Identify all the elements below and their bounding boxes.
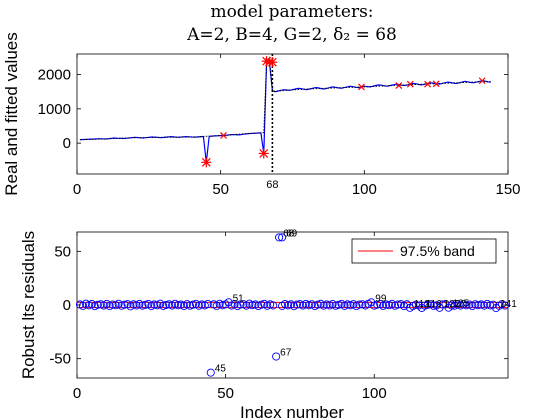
residual-outlier-point bbox=[435, 303, 444, 312]
top-outlier-marker bbox=[267, 57, 278, 68]
residual-outlier-point bbox=[405, 303, 414, 312]
top-outlier-marker bbox=[258, 148, 269, 159]
legend-band-label: 97.5% band bbox=[400, 243, 475, 259]
top-break-label: 68 bbox=[266, 179, 278, 191]
top-x-tick-label: 100 bbox=[352, 181, 377, 198]
residual-point bbox=[292, 300, 302, 309]
top-outlier-marker bbox=[432, 80, 440, 88]
residual-point bbox=[474, 301, 483, 310]
bottom-y-axis-label: Robust lts residuals bbox=[19, 231, 38, 379]
bottom-x-axis-label: Index number bbox=[240, 403, 344, 420]
residual-outlier-point bbox=[367, 298, 376, 307]
outlier-stroke bbox=[395, 82, 403, 89]
bottom-y-tick-label: -50 bbox=[49, 351, 71, 368]
residual-outlier-label: 51 bbox=[233, 293, 245, 304]
residual-point bbox=[257, 300, 266, 309]
bottom-x-tick-label: 0 bbox=[73, 385, 81, 402]
residual-point bbox=[162, 300, 171, 309]
top-outlier-marker bbox=[395, 82, 403, 89]
top-x-tick-label: 50 bbox=[212, 181, 229, 198]
residual-outlier-point bbox=[224, 298, 233, 307]
residual-outlier-label: 125 bbox=[453, 299, 470, 310]
residual-point bbox=[174, 301, 183, 310]
outlier-stroke bbox=[432, 80, 440, 88]
outlier-stroke bbox=[220, 132, 227, 139]
top-y-tick-label: 1000 bbox=[38, 101, 71, 118]
residual-outlier-label: 122 bbox=[444, 299, 461, 310]
residual-point bbox=[236, 300, 245, 309]
residual-point bbox=[373, 300, 382, 309]
residual-point bbox=[269, 301, 278, 310]
top-y-tick-label: 0 bbox=[63, 135, 71, 152]
residual-point bbox=[120, 300, 129, 309]
residual-outlier-point bbox=[272, 352, 281, 361]
residual-point bbox=[93, 300, 102, 309]
residual-outlier-label: 99 bbox=[375, 293, 387, 304]
top-real-series-line bbox=[79, 60, 491, 163]
residual-outlier-label: 45 bbox=[215, 364, 227, 375]
residual-point bbox=[203, 299, 212, 309]
residual-point bbox=[500, 301, 510, 310]
residual-outlier-point bbox=[278, 233, 287, 242]
residual-point bbox=[248, 301, 257, 310]
residual-outlier-point bbox=[206, 368, 215, 377]
outlier-stroke bbox=[358, 83, 365, 91]
residual-outlier-point bbox=[417, 303, 426, 312]
top-outlier-marker bbox=[406, 80, 414, 88]
residual-outlier-point bbox=[444, 303, 453, 312]
residual-point bbox=[382, 300, 391, 309]
bottom-y-tick-label: 0 bbox=[63, 297, 71, 314]
residual-outlier-label: 69 bbox=[286, 228, 298, 239]
residual-point bbox=[432, 301, 441, 310]
top-data: 68 bbox=[79, 54, 491, 191]
outlier-stroke bbox=[478, 77, 486, 85]
residual-outlier-point bbox=[275, 233, 284, 242]
residual-outlier-label: 116 bbox=[426, 299, 442, 310]
bottom-x-tick-label: 50 bbox=[217, 385, 234, 402]
residual-point bbox=[141, 300, 150, 309]
top-plot-frame bbox=[76, 53, 509, 175]
top-x-tick-label: 150 bbox=[495, 181, 520, 198]
top-outlier-marker bbox=[220, 132, 227, 139]
top-x-tick-label: 0 bbox=[73, 181, 81, 198]
bottom-y-tick-label: 50 bbox=[54, 243, 71, 260]
residual-outlier-point bbox=[492, 303, 501, 313]
chart-title-line-1: model parameters: bbox=[210, 2, 373, 22]
residual-point bbox=[414, 301, 423, 310]
residual-point bbox=[188, 300, 197, 309]
residual-point bbox=[429, 301, 438, 310]
top-y-axis-label: Real and fitted values bbox=[2, 32, 21, 196]
chart-title-line-2: A=2, B=4, G=2, δ₂ = 68 bbox=[186, 25, 397, 45]
outlier-stroke bbox=[406, 80, 414, 88]
top-fitted-series-line bbox=[79, 61, 491, 141]
top-outlier-marker bbox=[424, 80, 431, 88]
residual-point bbox=[393, 300, 403, 309]
top-outlier-marker bbox=[478, 77, 486, 85]
residual-point bbox=[355, 300, 364, 309]
residual-point bbox=[462, 301, 471, 310]
outlier-stroke bbox=[424, 80, 431, 88]
residual-outlier-label: 67 bbox=[280, 348, 292, 359]
top-axes: 0 50 100 150 0 1000 2000 68 Real and fitted va… bbox=[2, 32, 521, 198]
bottom-x-tick-label: 100 bbox=[362, 385, 387, 402]
top-ticks: 0 50 100 150 0 1000 2000 bbox=[38, 54, 521, 198]
legend: 97.5% band bbox=[351, 238, 497, 264]
top-y-tick-label: 2000 bbox=[38, 67, 71, 84]
top-outlier-marker bbox=[358, 83, 365, 91]
top-outlier-marker bbox=[201, 157, 212, 168]
residual-point bbox=[108, 300, 117, 309]
residual-outlier-label: 68 bbox=[283, 228, 295, 239]
residual-outlier-label: 141 bbox=[500, 299, 517, 310]
